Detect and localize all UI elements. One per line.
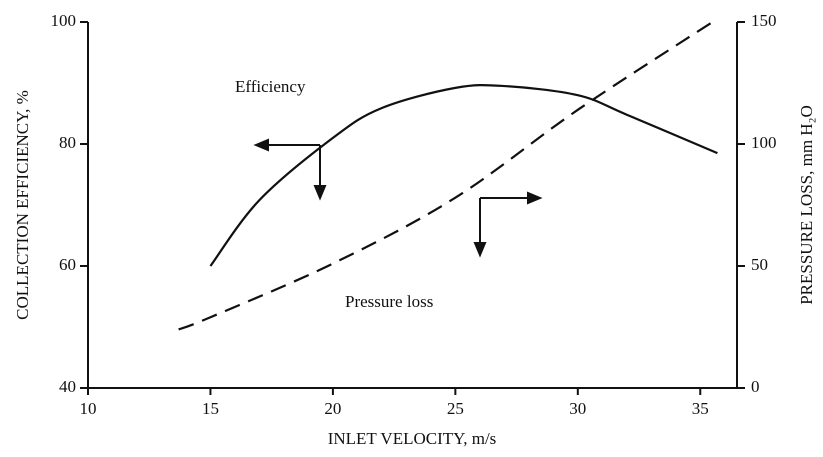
x-tick-label: 20 [324, 399, 341, 418]
y-tick-label: 40 [59, 377, 76, 396]
x-tick-label: 25 [447, 399, 464, 418]
y2-axis-label: PRESSURE LOSS, mm H₂O [797, 105, 816, 305]
annotation: Efficiency [235, 77, 306, 96]
x-tick-label: 35 [692, 399, 709, 418]
y2-tick-label: 150 [751, 11, 777, 30]
y-tick-label: 80 [59, 133, 76, 152]
y2-tick-label: 50 [751, 255, 768, 274]
y-tick-label: 100 [51, 11, 77, 30]
annotation: Pressure loss [345, 292, 433, 311]
y2-tick-label: 0 [751, 377, 760, 396]
series-line [209, 84, 718, 267]
series-line [178, 21, 714, 331]
arrows [253, 138, 543, 258]
x-tick-label: 30 [569, 399, 586, 418]
x-axis-label: INLET VELOCITY, m/s [328, 429, 497, 448]
y-axis-label: COLLECTION EFFICIENCY, % [13, 90, 32, 320]
x-tick-label: 15 [202, 399, 219, 418]
y-tick-label: 60 [59, 255, 76, 274]
axes [87, 22, 738, 389]
x-tick-label: 10 [80, 399, 97, 418]
y2-tick-label: 100 [751, 133, 777, 152]
